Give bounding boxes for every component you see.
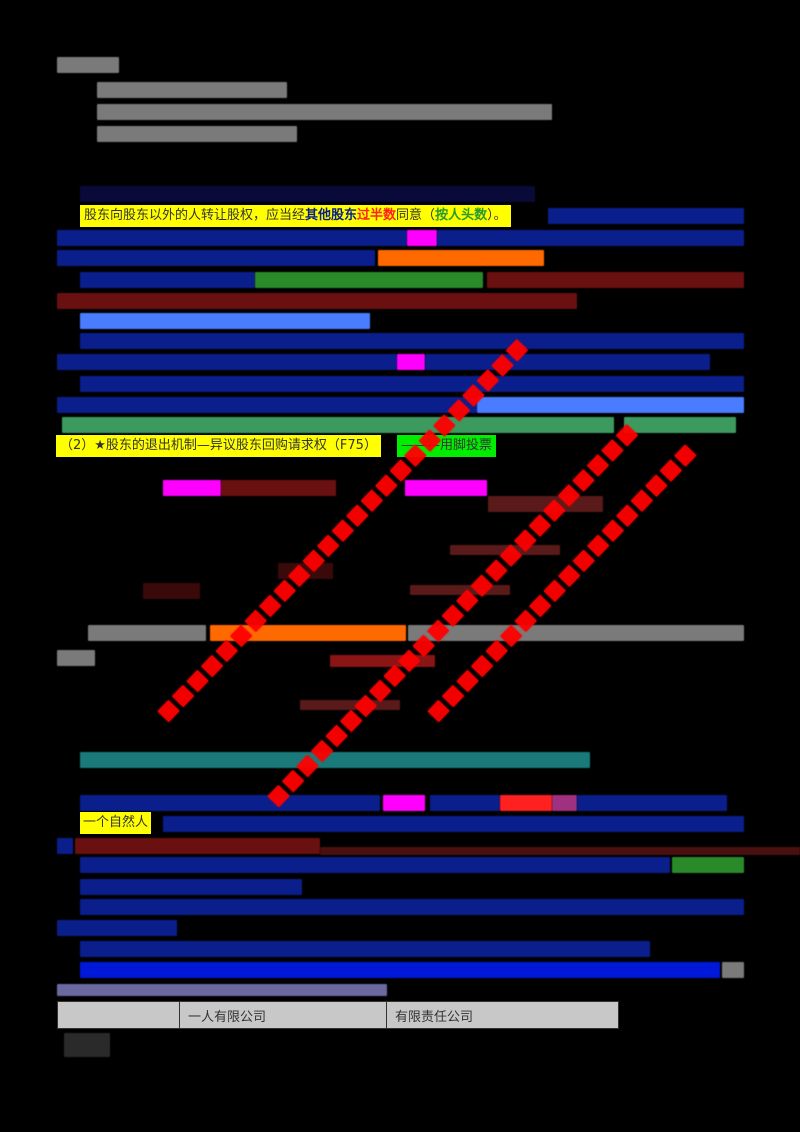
- section-2-title: （2）★股东的退出机制—异议股东回购请求权（F75）: [56, 435, 381, 457]
- divider-maroon: [320, 847, 800, 855]
- diagram-label-magenta-1: [163, 480, 221, 496]
- paragraph-navy-4: [80, 376, 744, 392]
- paragraph-cont-blurred-4: [57, 250, 375, 266]
- diagram-connector-3: [410, 585, 510, 595]
- paragraph-line-blurred-5: [80, 272, 255, 288]
- diagram-connector-4: [330, 655, 435, 667]
- diagram-label-maroon-2: [278, 563, 333, 579]
- paragraph-cont-blurred-3: [437, 230, 744, 246]
- table-header-one-person-company: 一人有限公司: [179, 1001, 387, 1029]
- paragraph-navy-3: [425, 354, 710, 370]
- highlight-orange-2: [210, 625, 406, 641]
- paragraph-navy-9: [163, 816, 744, 832]
- paragraph-navy-7: [430, 795, 500, 811]
- paragraph-maroon-1: [487, 272, 744, 288]
- paragraph-gray-18: [57, 984, 387, 996]
- transfer-rule-prefix: 股东向股东以外的人转让股权，应当经: [84, 208, 306, 223]
- highlight-thirty-days: [407, 230, 437, 246]
- emph-other-shareholders: 其他股东: [305, 208, 358, 223]
- paragraph-gray-17: [722, 962, 744, 978]
- comparison-table: 一人有限公司 有限责任公司: [57, 1001, 619, 1029]
- paragraph-gray-2: [408, 625, 744, 641]
- highlight-blue-line: [80, 313, 370, 329]
- table-header-cell-empty: [57, 1001, 180, 1029]
- paragraph-gray-3: [57, 650, 95, 666]
- paragraph-navy-5: [57, 397, 477, 413]
- paragraph-navy-11: [80, 857, 670, 873]
- paragraph-navy-2: [57, 354, 397, 370]
- diagram-connector-1: [488, 496, 603, 512]
- one-natural-person-highlight: 一个自然人: [80, 812, 152, 834]
- list-item-blurred-3: [97, 126, 297, 142]
- emph-majority: 过半数: [357, 208, 397, 223]
- paragraph-navy-6: [80, 795, 380, 811]
- highlight-green-phrase: [255, 272, 483, 288]
- highlight-green-tag: [672, 857, 744, 873]
- diagram-label-maroon-1: [221, 480, 336, 496]
- paragraph-navy-8: [577, 795, 727, 811]
- list-item-blurred-2: [97, 104, 552, 120]
- paragraph-navy-14: [57, 920, 177, 936]
- list-item-blurred-1: [97, 82, 287, 98]
- diagram-label-maroon-3: [143, 583, 200, 599]
- highlight-red-word: [500, 795, 552, 811]
- transfer-rule-suffix: ）。: [487, 208, 507, 223]
- paragraph-maroon-3: [75, 838, 320, 854]
- paragraph-navy-10: [57, 838, 73, 854]
- section-heading-blurred: [57, 57, 119, 73]
- paragraph-navy-1: [80, 333, 744, 349]
- table-header-row: 一人有限公司 有限责任公司: [57, 1001, 619, 1029]
- paragraph-teal: [80, 752, 590, 768]
- emph-by-headcount: 按人头数: [435, 208, 488, 223]
- paragraph-gray-1: [88, 625, 206, 641]
- diagram-connector-2: [450, 545, 560, 555]
- transfer-rule-mid: 同意（: [396, 208, 436, 223]
- paragraph-maroon-2: [57, 293, 577, 309]
- diagram-label-magenta-2: [405, 480, 487, 496]
- diagram-connector-5: [300, 700, 400, 710]
- paragraph-cont-blurred-2: [57, 230, 407, 246]
- transfer-rule-sentence: 股东向股东以外的人转让股权，应当经其他股东过半数同意（按人头数）。: [80, 205, 511, 227]
- highlight-purple-word: [552, 795, 577, 811]
- highlight-green-line: [62, 417, 614, 433]
- section-2-tag: ———用脚投票: [397, 435, 497, 457]
- paragraph-navy-15: [80, 941, 650, 957]
- highlight-orange: [378, 250, 544, 266]
- highlight-magenta-3: [383, 795, 425, 811]
- paragraph-blue-16: [80, 962, 720, 978]
- paragraph-cont-blurred-1: [548, 208, 744, 224]
- paragraph-intro-blurred: [80, 186, 535, 202]
- highlight-green-line-2: [624, 417, 736, 433]
- paragraph-navy-13: [80, 899, 744, 915]
- paragraph-navy-12: [80, 879, 302, 895]
- highlight-twenty-days: [397, 354, 425, 370]
- table-row-label-blurred: [64, 1033, 110, 1057]
- highlight-blue-2: [477, 397, 744, 413]
- table-header-llc: 有限责任公司: [386, 1001, 619, 1029]
